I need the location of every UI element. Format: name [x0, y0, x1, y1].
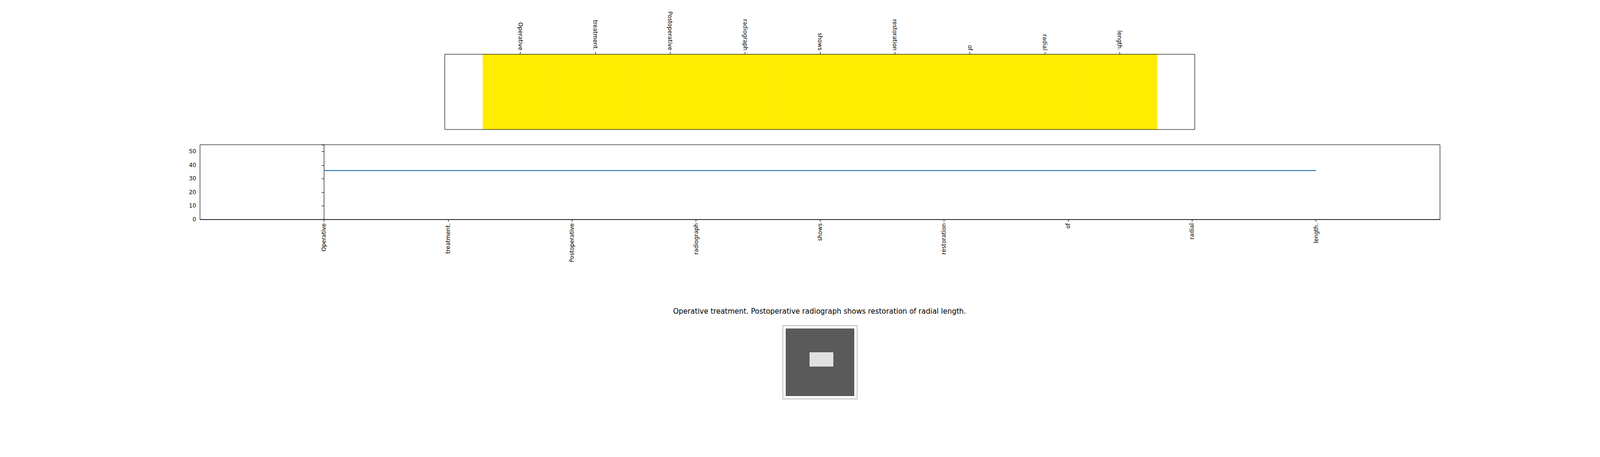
svg-text:50: 50 — [189, 148, 197, 155]
svg-text:radiograph: radiograph — [741, 19, 749, 51]
svg-text:treatment.: treatment. — [591, 20, 599, 51]
svg-text:shows: shows — [816, 223, 824, 241]
svg-text:radial: radial — [1041, 34, 1049, 51]
svg-text:Postoperative: Postoperative — [568, 223, 576, 263]
svg-text:of: of — [966, 44, 974, 51]
svg-text:treatment.: treatment. — [444, 223, 452, 254]
svg-text:10: 10 — [189, 202, 197, 210]
svg-text:restoration: restoration — [891, 19, 899, 51]
svg-text:40: 40 — [189, 161, 197, 169]
svg-text:20: 20 — [189, 189, 197, 196]
svg-text:Operative treatment. Postopera: Operative treatment. Postoperative radio… — [672, 307, 966, 316]
svg-text:radial: radial — [1188, 223, 1196, 240]
svg-text:30: 30 — [189, 175, 197, 182]
svg-text:Postoperative: Postoperative — [666, 11, 674, 51]
svg-text:length.: length. — [1312, 223, 1320, 244]
svg-text:length.: length. — [1116, 30, 1123, 51]
svg-text:restoration: restoration — [940, 223, 948, 255]
svg-text:of: of — [1064, 222, 1072, 229]
svg-text:Operative: Operative — [320, 223, 328, 252]
svg-text:Operative: Operative — [517, 22, 524, 51]
svg-text:0: 0 — [192, 216, 197, 223]
svg-text:shows: shows — [816, 32, 824, 51]
svg-text:radiograph: radiograph — [692, 223, 700, 255]
